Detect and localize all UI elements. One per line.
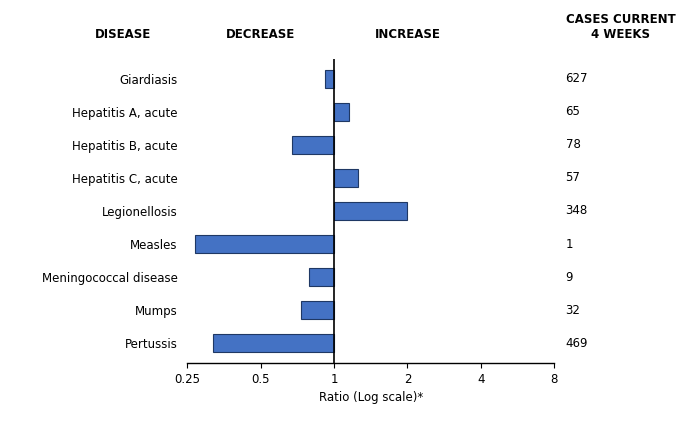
Text: 57: 57 [565,171,580,184]
Bar [213,334,334,352]
Bar [334,103,349,121]
Bar [334,202,407,220]
Text: DISEASE: DISEASE [96,28,152,41]
Text: 1: 1 [565,238,573,251]
Text: 469: 469 [565,337,588,349]
Bar [195,235,334,253]
Text: 9: 9 [565,271,573,284]
Text: 348: 348 [565,205,588,217]
X-axis label: Ratio (Log scale)*: Ratio (Log scale)* [319,391,423,404]
Text: DECREASE: DECREASE [226,28,295,41]
Text: INCREASE: INCREASE [374,28,441,41]
Bar [301,301,334,319]
Bar [309,268,334,286]
Text: 32: 32 [565,303,580,316]
Bar [325,70,334,88]
Bar [292,136,334,154]
Text: 627: 627 [565,73,588,85]
Text: 65: 65 [565,106,580,119]
Text: 78: 78 [565,138,580,151]
Bar [334,169,358,187]
Text: CASES CURRENT
4 WEEKS: CASES CURRENT 4 WEEKS [565,13,676,41]
